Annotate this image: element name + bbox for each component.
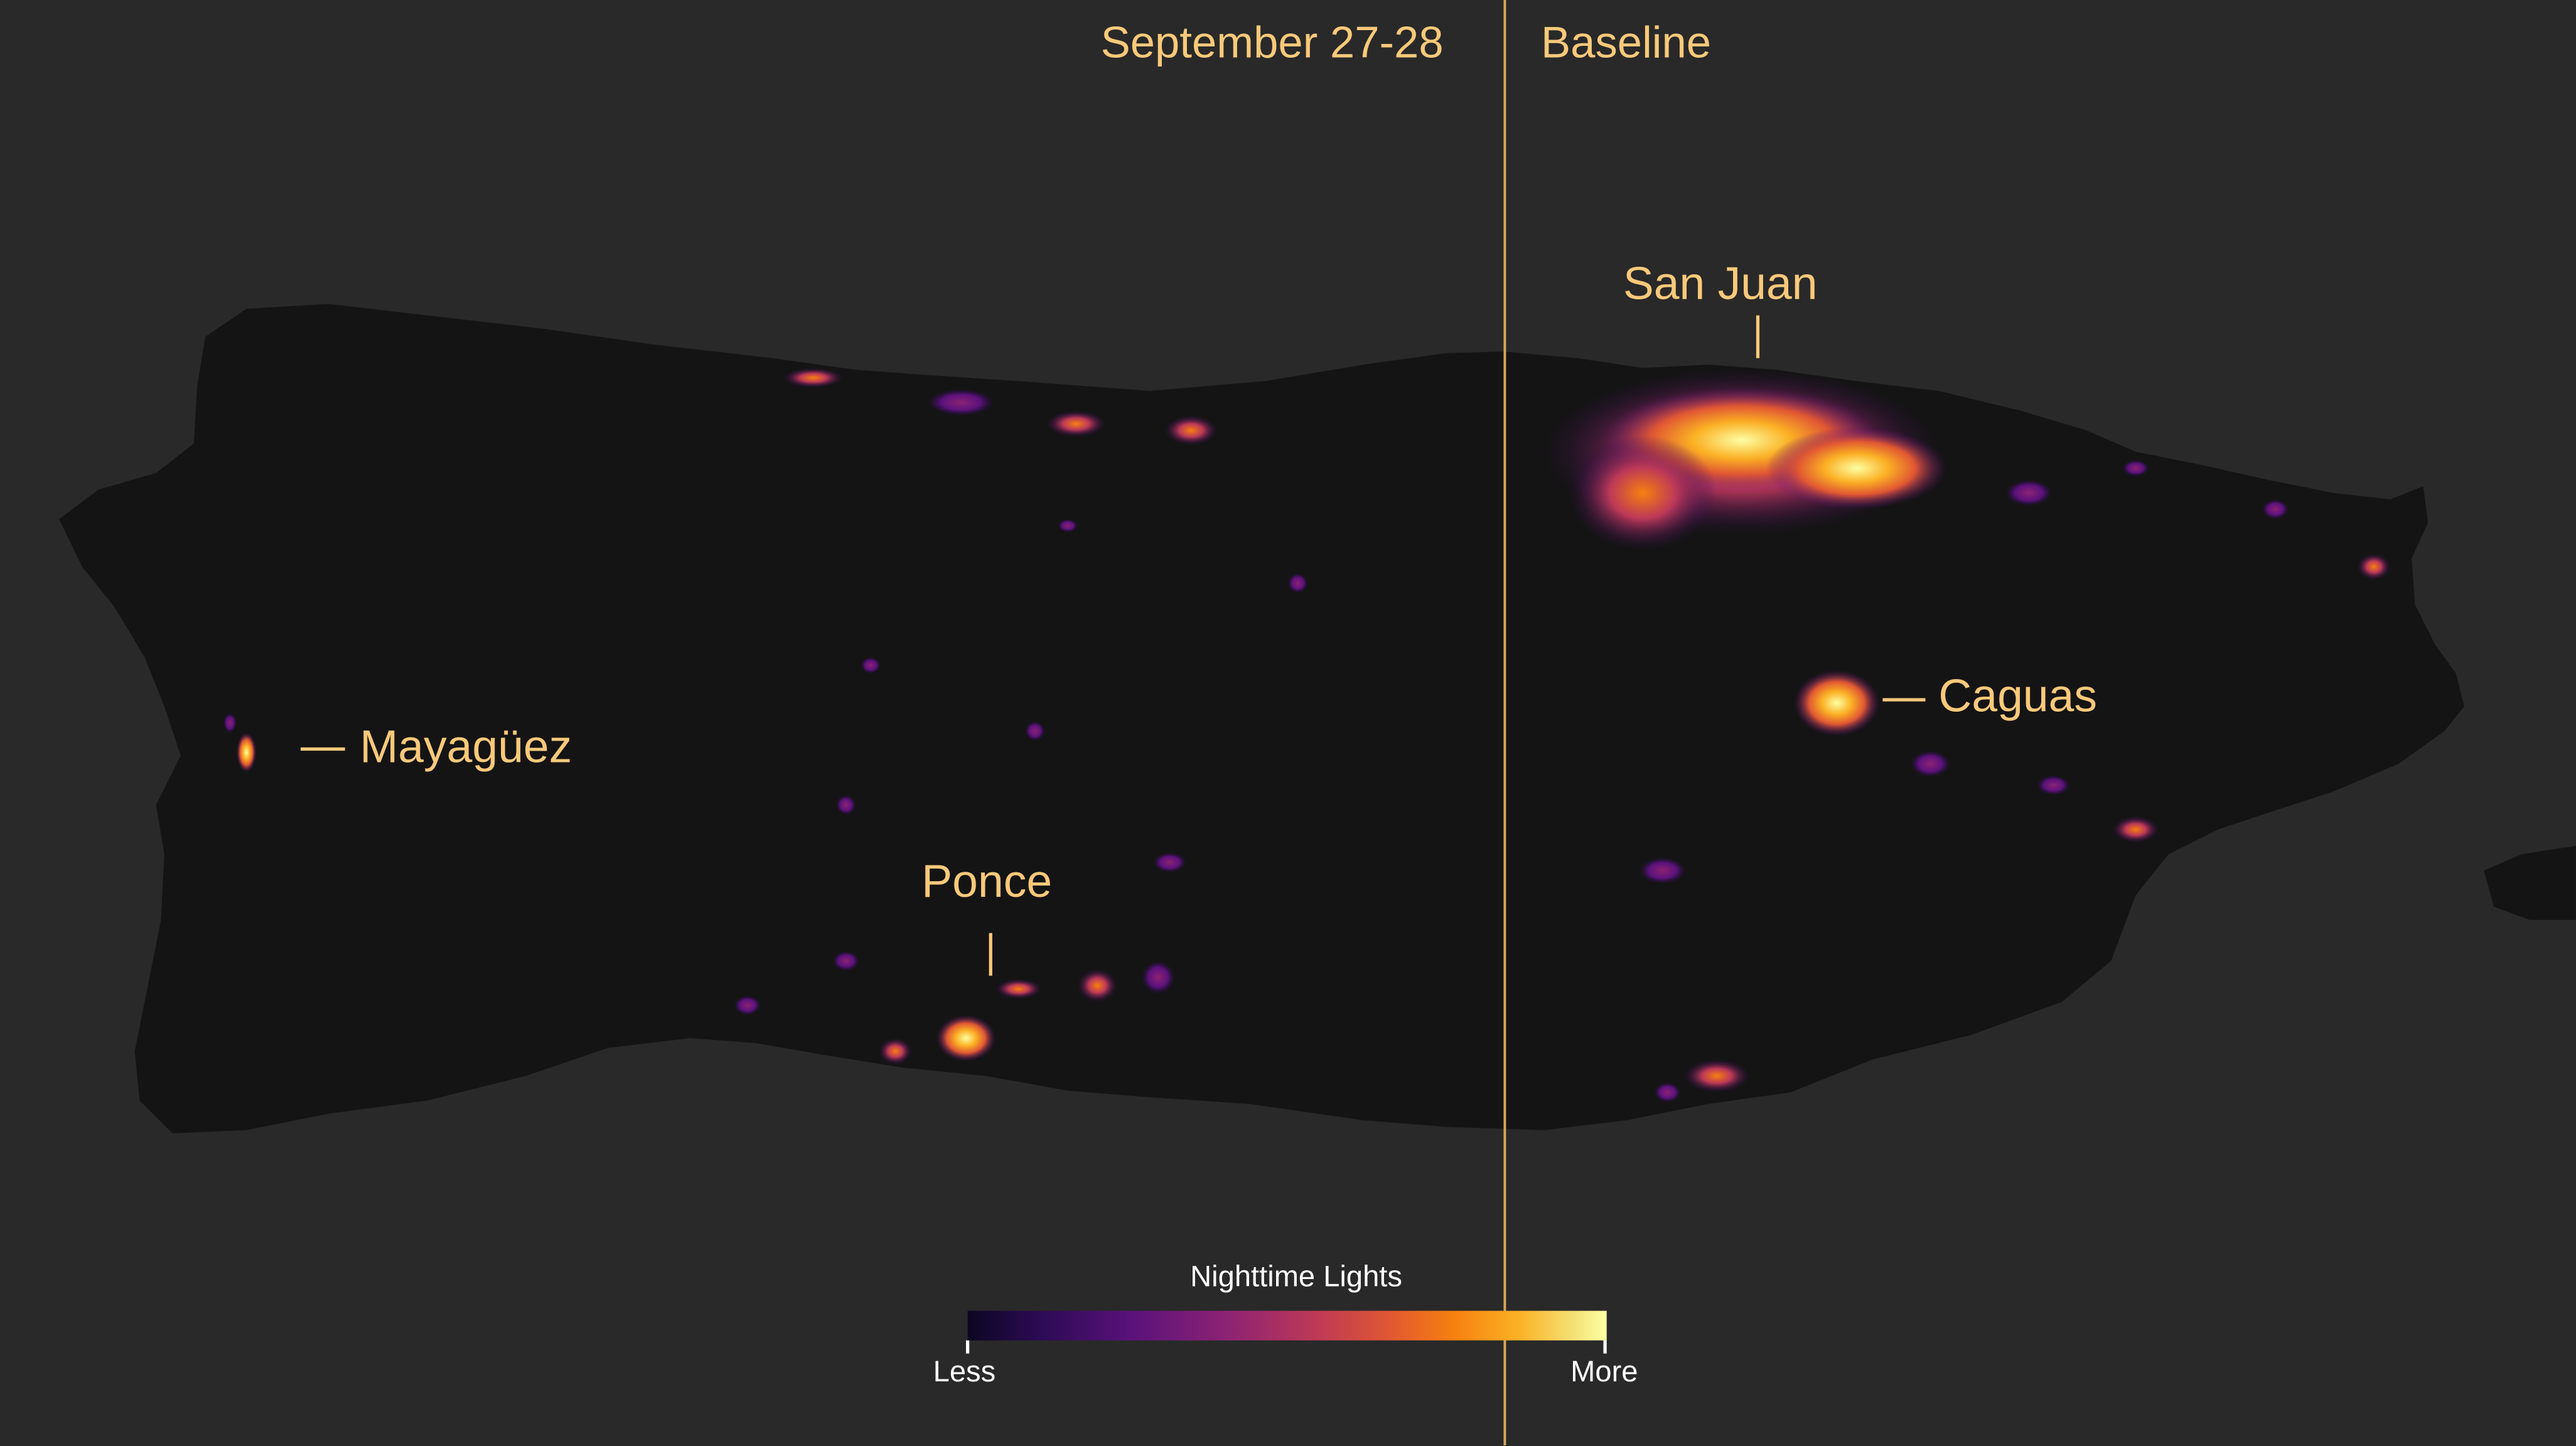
city-label-san-juan: San Juan — [1623, 257, 1818, 309]
legend-color-ramp — [967, 1310, 1607, 1341]
panel-title-right: Baseline — [1541, 18, 1712, 68]
legend-label-less: Less — [933, 1355, 996, 1388]
city-label-caguas: Caguas — [1938, 670, 2098, 721]
legend-tick-low — [965, 1340, 970, 1354]
island-land — [59, 304, 2464, 1133]
city-label-ponce: Ponce — [921, 855, 1053, 907]
city-label-mayaguez: Mayagüez — [360, 720, 572, 773]
panel-title-left: September 27-28 — [1100, 18, 1444, 68]
lights-left — [223, 368, 1308, 1065]
legend-tick-high — [1603, 1340, 1607, 1354]
legend-label-more: More — [1570, 1355, 1638, 1388]
vieques-land — [2484, 845, 2576, 920]
legend-title: Nighttime Lights — [1190, 1260, 1402, 1293]
lights-right — [1544, 369, 2391, 1103]
